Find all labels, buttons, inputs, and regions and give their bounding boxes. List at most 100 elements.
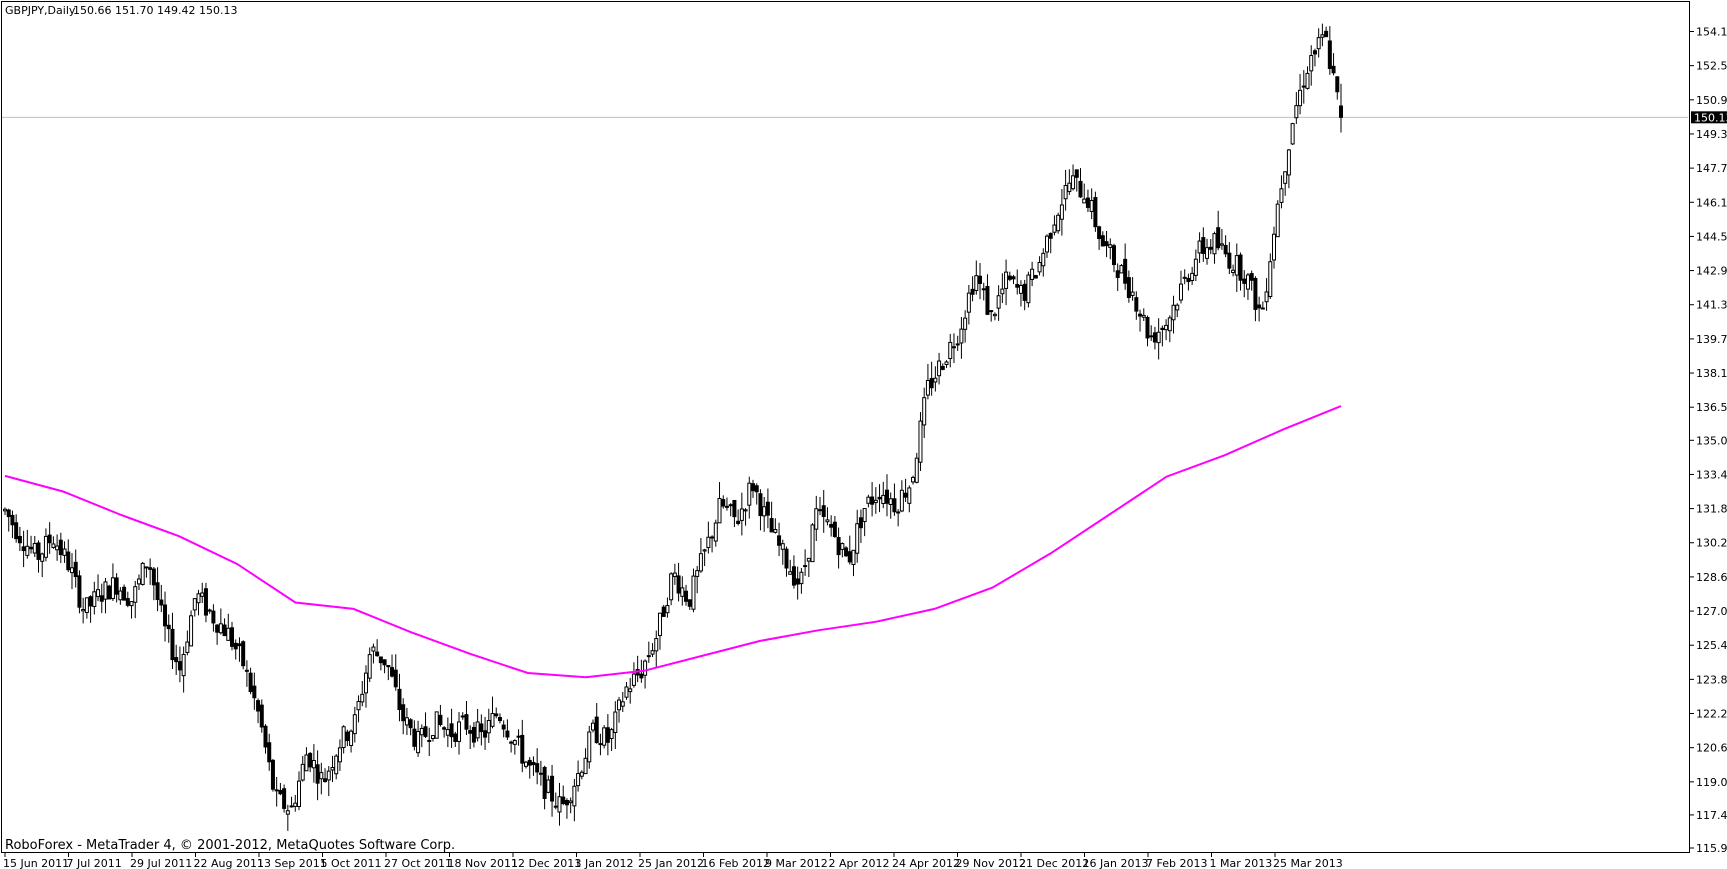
bull-candle-body <box>951 346 956 349</box>
bear-candle-body <box>1335 76 1340 93</box>
bear-candle-body <box>1238 254 1243 281</box>
bull-candle-body <box>32 543 37 554</box>
y-tick-label: 120.60 <box>1696 742 1727 755</box>
bull-candle-body <box>840 543 845 550</box>
bear-candle-body <box>159 599 164 606</box>
bear-candle-body <box>505 730 510 738</box>
bull-candle-body <box>851 549 856 566</box>
bull-candle-body <box>814 508 819 530</box>
y-tick-label: 127.00 <box>1696 605 1727 618</box>
bear-candle-body <box>6 509 11 518</box>
bull-candle-body <box>1275 203 1280 238</box>
x-tick-label: 16 Jan 2013 <box>1083 857 1149 869</box>
bull-candle-body <box>620 701 625 707</box>
bull-candle-body <box>806 557 811 562</box>
bear-candle-body <box>724 505 729 508</box>
bull-candle-body <box>631 673 636 686</box>
bear-candle-body <box>684 590 689 602</box>
y-tick-label: 152.55 <box>1696 60 1727 73</box>
bear-candle-body <box>736 520 741 524</box>
bear-candle-body <box>542 766 547 799</box>
bear-candle-body <box>847 551 852 563</box>
bear-candle-body <box>821 505 826 517</box>
bull-candle-body <box>665 605 670 614</box>
bull-candle-body <box>110 577 115 599</box>
bear-candle-body <box>248 672 253 693</box>
bull-candle-body <box>1030 268 1035 280</box>
bear-candle-body <box>721 499 726 507</box>
bull-candle-body <box>1018 285 1023 294</box>
bull-candle-body <box>1316 37 1321 50</box>
bear-candle-body <box>892 498 897 513</box>
bear-candle-body <box>1093 197 1098 228</box>
bear-candle-body <box>47 534 52 544</box>
bull-candle-body <box>1294 105 1299 119</box>
bear-candle-body <box>1331 65 1336 74</box>
y-tick-label: 139.75 <box>1696 333 1727 346</box>
bear-candle-body <box>114 577 119 595</box>
y-tick-label: 115.90 <box>1696 842 1727 855</box>
bear-candle-body <box>308 752 313 768</box>
bull-candle-body <box>349 730 354 746</box>
bull-candle-body <box>933 377 938 383</box>
bull-candle-body <box>944 361 949 366</box>
bear-candle-body <box>203 588 208 616</box>
bull-candle-body <box>457 721 462 742</box>
bear-candle-body <box>252 685 257 699</box>
bear-candle-body <box>769 518 774 533</box>
bull-candle-body <box>1205 247 1210 259</box>
bull-candle-body <box>1320 34 1325 38</box>
bear-candle-body <box>676 575 681 594</box>
bull-candle-body <box>780 543 785 550</box>
x-tick-label: 29 Jul 2011 <box>130 857 192 869</box>
bull-candle-body <box>1071 175 1076 190</box>
bull-candle-body <box>285 810 290 815</box>
bull-candle-body <box>654 638 659 652</box>
bull-candle-body <box>367 654 372 679</box>
bull-candle-body <box>643 660 648 676</box>
bull-candle-body <box>118 590 123 601</box>
bull-candle-body <box>334 755 339 775</box>
bull-candle-body <box>862 508 867 523</box>
bull-candle-body <box>363 672 368 694</box>
x-tick-label: 29 Nov 2012 <box>956 857 1026 869</box>
bear-candle-body <box>520 734 525 764</box>
bear-candle-body <box>501 724 506 730</box>
bear-candle-body <box>494 713 499 717</box>
bull-candle-body <box>966 292 971 313</box>
y-tick-label: 117.45 <box>1696 809 1727 822</box>
bear-candle-body <box>345 731 350 742</box>
bull-candle-body <box>1108 244 1113 248</box>
bear-candle-body <box>1111 245 1116 266</box>
bull-candle-body <box>55 545 60 551</box>
bull-candle-body <box>293 802 298 807</box>
bear-candle-body <box>535 763 540 773</box>
bull-candle-body <box>1067 182 1072 193</box>
bull-candle-body <box>486 719 491 734</box>
x-tick-label: 21 Dec 2012 <box>1019 857 1089 869</box>
x-tick-label: 2 Apr 2012 <box>829 857 890 869</box>
bear-candle-body <box>754 485 759 493</box>
bull-candle-body <box>1063 184 1068 200</box>
bear-candle-body <box>237 643 242 647</box>
bear-candle-body <box>270 759 275 790</box>
candlestick-series <box>3 23 1343 831</box>
bull-candle-body <box>1190 272 1195 282</box>
bull-candle-body <box>1089 199 1094 212</box>
bull-candle-body <box>185 641 190 653</box>
bull-candle-body <box>475 721 480 739</box>
bear-candle-body <box>397 688 402 710</box>
bull-candle-body <box>300 763 305 781</box>
y-tick-label: 149.35 <box>1696 128 1727 141</box>
bull-candle-body <box>404 717 409 726</box>
x-tick-label: 13 Sep 2011 <box>257 857 327 869</box>
bull-candle-body <box>557 796 562 813</box>
y-tick-label: 154.15 <box>1696 26 1727 39</box>
bear-candle-body <box>10 514 15 526</box>
bull-candle-body <box>706 536 711 549</box>
bull-candle-body <box>546 779 551 793</box>
x-tick-label: 12 Dec 2011 <box>511 857 581 869</box>
bull-candle-body <box>713 522 718 542</box>
